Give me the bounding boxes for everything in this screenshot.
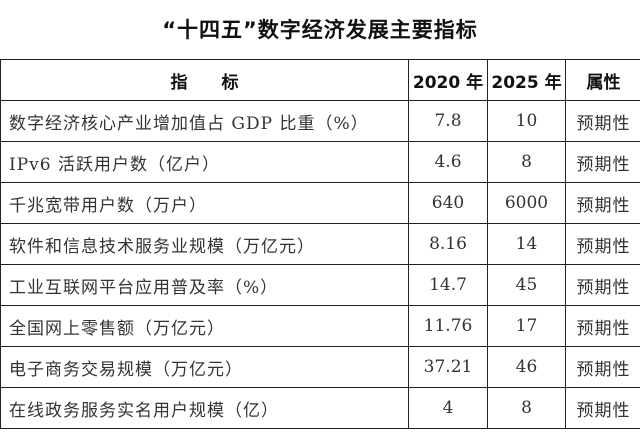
header-attribute: 属性 bbox=[565, 59, 640, 101]
cell-indicator: IPv6 活跃用户数（亿户） bbox=[0, 141, 409, 183]
cell-y2025: 14 bbox=[487, 223, 566, 265]
cell-y2020: 8.16 bbox=[408, 223, 488, 265]
cell-attribute: 预期性 bbox=[565, 387, 640, 429]
cell-attribute: 预期性 bbox=[565, 141, 640, 183]
table-row: IPv6 活跃用户数（亿户） 4.6 8 预期性 bbox=[0, 141, 640, 183]
cell-attribute: 预期性 bbox=[565, 182, 640, 224]
table-row: 电子商务交易规模（万亿元） 37.21 46 预期性 bbox=[0, 346, 640, 388]
cell-y2025: 17 bbox=[487, 305, 566, 347]
table-row: 全国网上零售额（万亿元） 11.76 17 预期性 bbox=[0, 305, 640, 347]
table-title: “十四五”数字经济发展主要指标 bbox=[162, 18, 478, 42]
header-2025: 2025 年 bbox=[487, 59, 566, 101]
indicators-table: 指 标 2020 年 2025 年 属性 数字经济核心产业增加值占 GDP 比重… bbox=[0, 59, 640, 429]
cell-y2020: 640 bbox=[408, 182, 488, 224]
header-indicator: 指 标 bbox=[0, 59, 409, 101]
cell-y2020: 4.6 bbox=[408, 141, 488, 183]
table-row: 在线政务服务实名用户规模（亿） 4 8 预期性 bbox=[0, 387, 640, 429]
cell-indicator: 全国网上零售额（万亿元） bbox=[0, 305, 409, 347]
cell-attribute: 预期性 bbox=[565, 223, 640, 265]
header-row: 指 标 2020 年 2025 年 属性 bbox=[0, 59, 640, 101]
cell-indicator: 数字经济核心产业增加值占 GDP 比重（%） bbox=[0, 100, 409, 142]
table-row: 工业互联网平台应用普及率（%） 14.7 45 预期性 bbox=[0, 264, 640, 306]
cell-y2025: 8 bbox=[487, 387, 566, 429]
cell-attribute: 预期性 bbox=[565, 264, 640, 306]
table-row: 千兆宽带用户数（万户） 640 6000 预期性 bbox=[0, 182, 640, 224]
cell-y2025: 45 bbox=[487, 264, 566, 306]
cell-y2025: 6000 bbox=[487, 182, 566, 224]
cell-indicator: 工业互联网平台应用普及率（%） bbox=[0, 264, 409, 306]
cell-indicator: 电子商务交易规模（万亿元） bbox=[0, 346, 409, 388]
table-row: 数字经济核心产业增加值占 GDP 比重（%） 7.8 10 预期性 bbox=[0, 100, 640, 142]
cell-y2020: 14.7 bbox=[408, 264, 488, 306]
cell-y2020: 11.76 bbox=[408, 305, 488, 347]
table-row: 软件和信息技术服务业规模（万亿元） 8.16 14 预期性 bbox=[0, 223, 640, 265]
cell-y2020: 7.8 bbox=[408, 100, 488, 142]
cell-y2025: 10 bbox=[487, 100, 566, 142]
header-2020: 2020 年 bbox=[408, 59, 488, 101]
cell-attribute: 预期性 bbox=[565, 100, 640, 142]
cell-attribute: 预期性 bbox=[565, 305, 640, 347]
cell-y2025: 8 bbox=[487, 141, 566, 183]
cell-y2020: 4 bbox=[408, 387, 488, 429]
cell-indicator: 千兆宽带用户数（万户） bbox=[0, 182, 409, 224]
cell-y2020: 37.21 bbox=[408, 346, 488, 388]
cell-y2025: 46 bbox=[487, 346, 566, 388]
cell-indicator: 在线政务服务实名用户规模（亿） bbox=[0, 387, 409, 429]
cell-attribute: 预期性 bbox=[565, 346, 640, 388]
cell-indicator: 软件和信息技术服务业规模（万亿元） bbox=[0, 223, 409, 265]
